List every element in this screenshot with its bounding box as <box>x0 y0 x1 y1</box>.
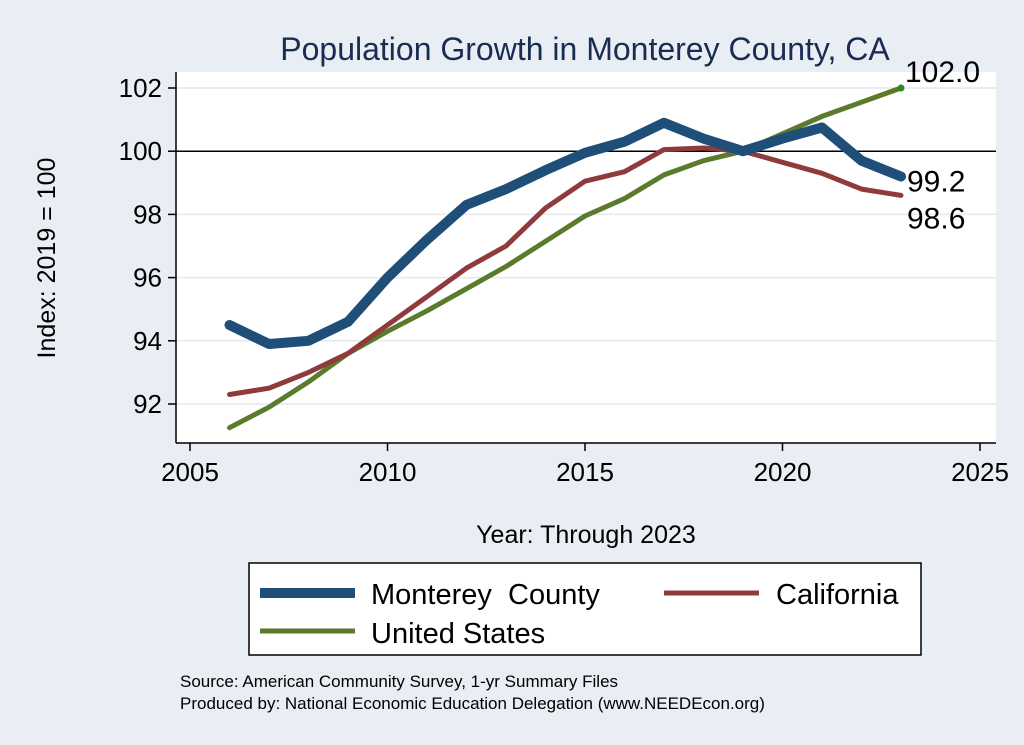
end-label-monterey-county: 99.2 <box>907 165 965 198</box>
end-marker-united-states <box>897 84 905 92</box>
legend-label-united-states: United States <box>371 618 545 650</box>
end-label-california: 98.6 <box>907 202 965 235</box>
y-tick-label: 94 <box>133 326 162 356</box>
x-axis-title: Year: Through 2023 <box>476 521 696 549</box>
legend-label-monterey: Monterey County <box>371 579 600 611</box>
x-tick-label: 2020 <box>754 457 812 487</box>
axes: 92 94 96 98 100 102 2005 2010 2015 2020 2025 <box>119 72 1009 487</box>
x-tick-label: 2025 <box>951 457 1009 487</box>
legend: Monterey County California United States <box>248 562 922 656</box>
x-tick-label: 2015 <box>556 457 614 487</box>
y-tick-label: 102 <box>119 73 162 103</box>
source-note: Source: American Community Survey, 1-yr … <box>180 672 618 691</box>
x-tick-label: 2005 <box>161 457 219 487</box>
series-line-monterey-county <box>224 117 906 349</box>
y-tick-label: 100 <box>119 136 162 166</box>
legend-box <box>248 562 922 656</box>
y-tick-label: 92 <box>133 389 162 419</box>
chart-title: Population Growth in Monterey County, CA <box>280 31 890 67</box>
legend-label-california: California <box>776 579 899 611</box>
y-axis-title: Index: 2019 = 100 <box>33 158 61 359</box>
series-line-california <box>227 145 904 397</box>
y-tick-label: 96 <box>133 263 162 293</box>
series-lines <box>224 84 906 431</box>
end-label-united-states: 102.0 <box>905 56 980 89</box>
produced-note: Produced by: National Economic Education… <box>180 694 765 713</box>
end-labels: 99.2 98.6 102.0 <box>905 56 980 235</box>
y-tick-label: 98 <box>133 199 162 229</box>
x-tick-label: 2010 <box>359 457 417 487</box>
